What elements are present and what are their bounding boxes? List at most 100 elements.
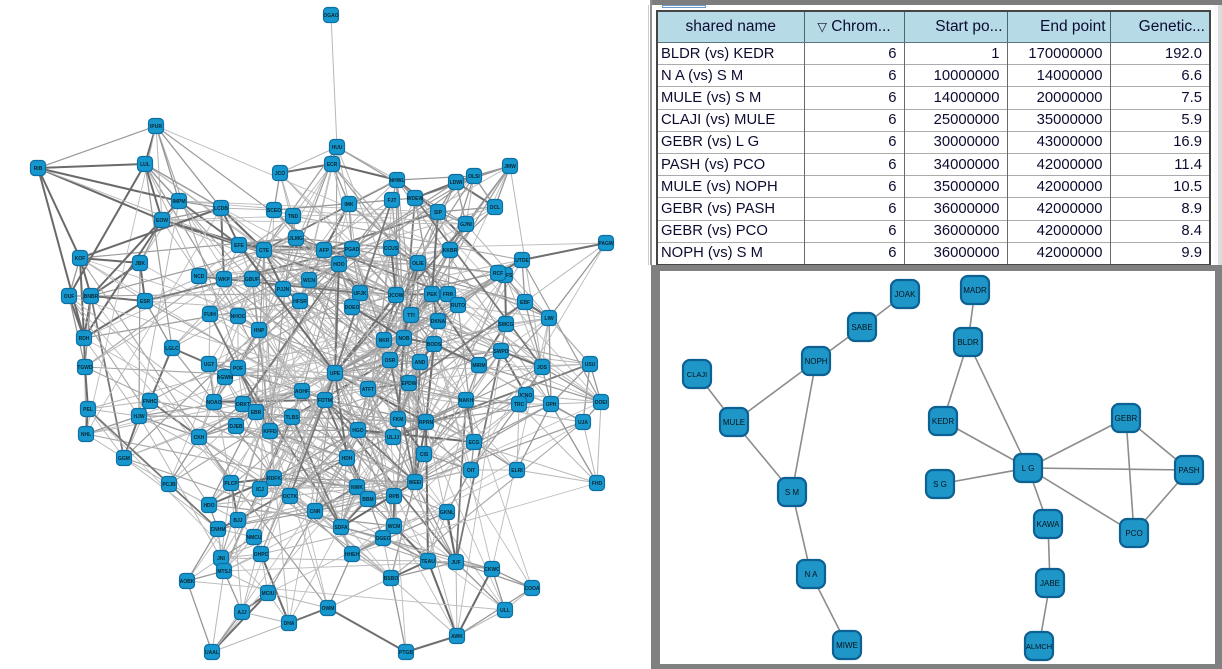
svg-text:RCF: RCF	[493, 271, 503, 277]
svg-text:MTSJ: MTSJ	[217, 569, 231, 575]
svg-text:NWK: NWK	[351, 485, 363, 491]
svg-text:OIT: OIT	[467, 468, 475, 474]
svg-text:KAWA: KAWA	[1037, 520, 1061, 529]
svg-text:ELRI: ELRI	[511, 468, 523, 474]
svg-text:OHPC: OHPC	[254, 552, 269, 558]
svg-text:WCN: WCN	[303, 278, 315, 284]
svg-text:UJA: UJA	[578, 420, 588, 426]
svg-text:GBUF: GBUF	[245, 277, 259, 283]
svg-text:DHA: DHA	[284, 621, 295, 627]
svg-text:HFSR: HFSR	[293, 299, 307, 305]
svg-text:UTDE: UTDE	[515, 258, 529, 264]
svg-text:MIWE: MIWE	[836, 641, 858, 650]
svg-text:CNR: CNR	[310, 509, 321, 515]
svg-text:AGWM: AGWM	[217, 375, 233, 381]
svg-text:OGEO: OGEO	[375, 536, 390, 542]
svg-text:PCJB: PCJB	[162, 482, 176, 488]
svg-text:NOAO: NOAO	[207, 400, 222, 406]
svg-text:IMPM: IMPM	[172, 199, 185, 205]
svg-text:POF: POF	[233, 366, 243, 372]
svg-text:EFE: EFE	[234, 243, 244, 249]
svg-text:EBF: EBF	[520, 300, 530, 306]
svg-text:JOS: JOS	[537, 365, 548, 371]
svg-text:WCM: WCM	[388, 524, 401, 530]
svg-text:JBK: JBK	[135, 261, 145, 267]
svg-text:HDH: HDH	[342, 456, 353, 462]
svg-text:TEAU: TEAU	[421, 559, 435, 565]
svg-text:HUU: HUU	[332, 145, 343, 151]
svg-text:OLIE: OLIE	[412, 261, 424, 267]
svg-text:DOEO: DOEO	[345, 305, 360, 311]
svg-text:NOPH: NOPH	[804, 357, 827, 366]
svg-text:PLCP: PLCP	[224, 481, 238, 487]
svg-text:JCO: JCO	[275, 171, 285, 177]
svg-text:OLSI: OLSI	[468, 174, 480, 180]
svg-text:CNHM: CNHM	[211, 527, 226, 533]
svg-text:NKR: NKR	[379, 338, 390, 344]
svg-text:OCTK: OCTK	[283, 494, 298, 500]
svg-text:PGAD: PGAD	[345, 247, 360, 253]
svg-text:PEK: PEK	[427, 292, 438, 298]
svg-text:EBR: EBR	[251, 410, 262, 416]
svg-text:LCDB: LCDB	[214, 206, 228, 212]
svg-text:NAKH: NAKH	[459, 398, 474, 404]
svg-text:AND: AND	[415, 360, 426, 366]
svg-text:JOAK: JOAK	[895, 290, 917, 299]
svg-text:DJEB: DJEB	[229, 424, 243, 430]
svg-text:UFJK: UFJK	[353, 291, 366, 297]
svg-text:DOEI: DOEI	[595, 400, 608, 406]
svg-text:GEBR: GEBR	[1115, 414, 1138, 423]
svg-text:TGWD: TGWD	[77, 365, 93, 371]
svg-text:OSR: OSR	[385, 358, 396, 364]
svg-text:MCIU: MCIU	[262, 591, 275, 597]
svg-text:AOBK: AOBK	[180, 579, 195, 585]
svg-text:OPH: OPH	[546, 402, 557, 408]
svg-text:RPRN: RPRN	[419, 420, 434, 426]
svg-text:S M: S M	[785, 488, 800, 497]
svg-text:EPDW: EPDW	[402, 381, 417, 387]
svg-text:GGM: GGM	[118, 456, 130, 462]
svg-text:KEDR: KEDR	[932, 417, 954, 426]
svg-text:CTE: CTE	[259, 248, 270, 254]
svg-text:HDO: HDO	[203, 503, 214, 509]
svg-text:AFP: AFP	[319, 248, 330, 254]
svg-text:ULL: ULL	[500, 608, 510, 614]
svg-text:LGLC: LGLC	[165, 346, 179, 352]
svg-text:HGO: HGO	[352, 428, 364, 434]
svg-text:PCO: PCO	[1125, 529, 1142, 538]
svg-text:NCD: NCD	[194, 274, 205, 280]
svg-text:PTGB: PTGB	[399, 650, 413, 656]
svg-text:LUL: LUL	[140, 162, 150, 168]
svg-text:RDH: RDH	[79, 336, 90, 342]
svg-text:ECG: ECG	[469, 440, 480, 446]
svg-text:TND: TND	[288, 214, 299, 220]
svg-text:AOHF: AOHF	[295, 389, 309, 395]
svg-text:FNHC: FNHC	[143, 399, 157, 405]
svg-text:PEL: PEL	[83, 407, 93, 413]
svg-text:DCL: DCL	[490, 205, 500, 211]
svg-text:BODS: BODS	[427, 342, 442, 348]
svg-text:CKH: CKH	[194, 435, 205, 441]
svg-text:WKP: WKP	[218, 277, 230, 283]
svg-text:CIS: CIS	[420, 452, 429, 458]
svg-text:ICNO: ICNO	[520, 393, 533, 399]
svg-text:HOO: HOO	[333, 262, 345, 268]
svg-text:N A: N A	[805, 570, 819, 579]
svg-text:KKBR: KKBR	[443, 248, 458, 254]
svg-text:WEEI: WEEI	[409, 480, 422, 486]
svg-text:SCEO: SCEO	[267, 208, 281, 214]
svg-text:ESR: ESR	[140, 299, 151, 305]
svg-text:USU: USU	[585, 362, 596, 368]
svg-text:EOW: EOW	[156, 218, 168, 224]
svg-text:FJT: FJT	[388, 198, 397, 204]
svg-text:LDWI: LDWI	[450, 180, 463, 186]
svg-text:HNP: HNP	[254, 328, 265, 334]
svg-text:FKM: FKM	[393, 417, 404, 423]
svg-text:RDFK: RDFK	[267, 476, 281, 482]
svg-text:CLAJI: CLAJI	[687, 370, 707, 379]
svg-text:OUF: OUF	[64, 294, 75, 300]
svg-text:FHD: FHD	[592, 481, 603, 487]
svg-text:NHWL: NHWL	[390, 178, 405, 184]
svg-text:SWPD: SWPD	[494, 349, 509, 355]
svg-text:BNBR: BNBR	[84, 294, 99, 300]
